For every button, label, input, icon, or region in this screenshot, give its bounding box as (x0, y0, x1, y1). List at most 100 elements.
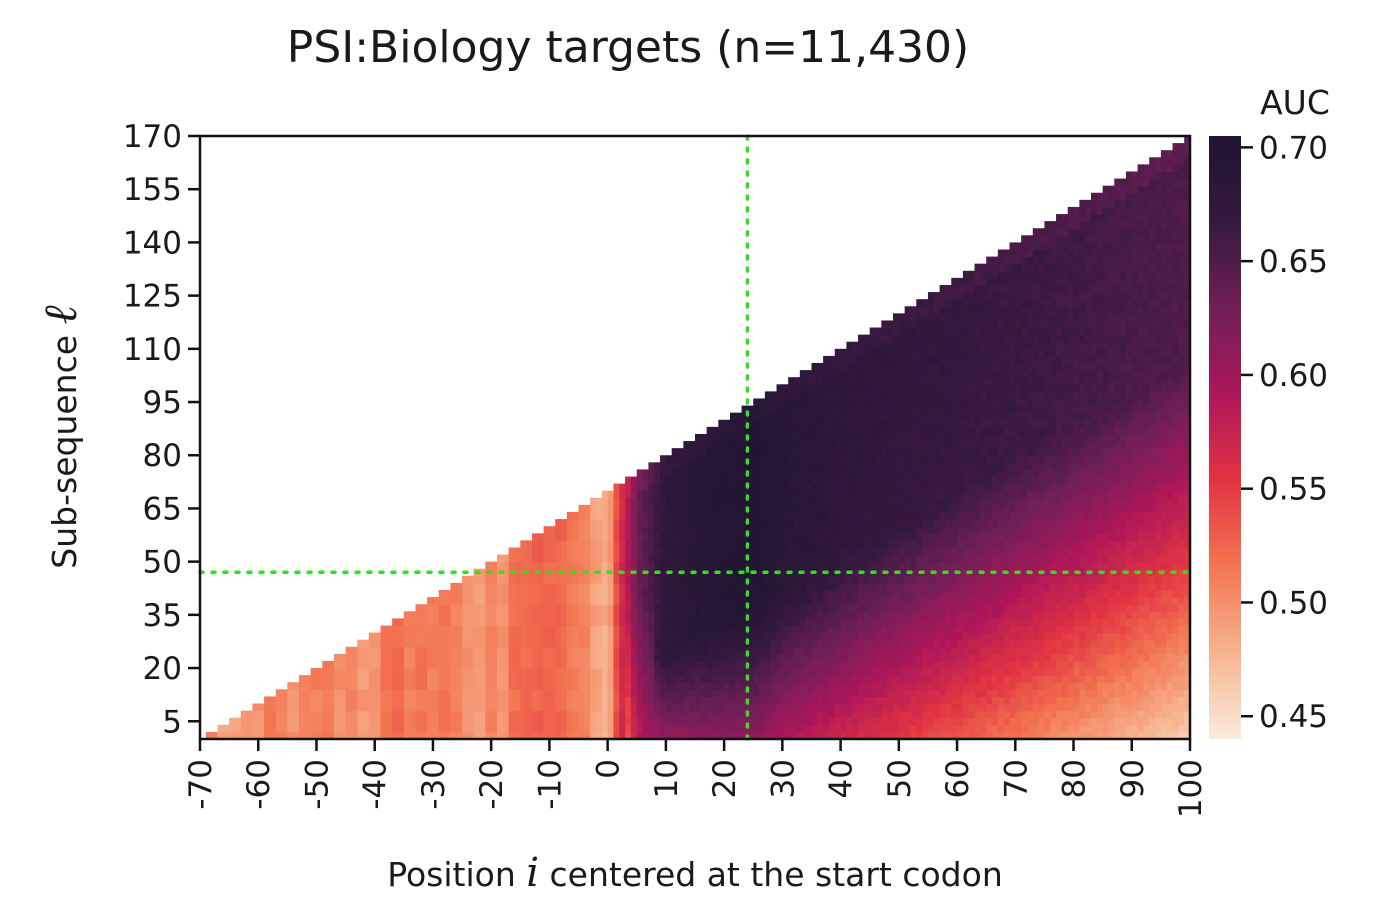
heatmap-cell (828, 504, 836, 513)
heatmap-cell (788, 689, 795, 698)
heatmap-cell (526, 731, 533, 740)
heatmap-cell (741, 426, 749, 435)
heatmap-cell (526, 575, 533, 584)
heatmap-cell (683, 590, 690, 598)
heatmap-cell (817, 490, 824, 499)
heatmap-cell (828, 668, 836, 676)
heatmap-cell (450, 582, 457, 591)
heatmap-cell (596, 717, 603, 726)
heatmap-cell (345, 731, 353, 740)
heatmap-cell (671, 483, 679, 492)
heatmap-cell (922, 462, 929, 471)
heatmap-cell (997, 497, 1005, 506)
heatmap-cell (584, 703, 591, 712)
heatmap-cell (834, 433, 842, 442)
heatmap-cell (741, 462, 749, 471)
heatmap-cell (782, 731, 789, 740)
heatmap-cell (596, 703, 603, 712)
heatmap-cell (619, 611, 626, 619)
heatmap-cell (933, 582, 941, 591)
heatmap-cell (671, 717, 679, 726)
heatmap-cell (910, 611, 917, 619)
heatmap-cell (939, 668, 947, 676)
heatmap-cell (566, 540, 574, 549)
heatmap-cell (916, 334, 923, 343)
heatmap-cell (665, 547, 673, 556)
heatmap-cell (782, 611, 789, 619)
heatmap-cell (980, 597, 987, 605)
heatmap-cell (910, 533, 917, 541)
heatmap-cell (636, 660, 644, 669)
heatmap-cell (695, 724, 702, 733)
heatmap-cell (904, 646, 912, 655)
heatmap-cell (898, 561, 906, 570)
heatmap-cell (910, 568, 917, 577)
heatmap-cell (817, 469, 824, 478)
heatmap-cell (776, 426, 783, 435)
heatmap-cell (549, 632, 556, 641)
heatmap-cell (316, 675, 323, 683)
heatmap-cell (898, 604, 906, 612)
heatmap-cell (578, 632, 585, 641)
heatmap-cell (700, 639, 708, 648)
heatmap-cell (858, 604, 865, 612)
heatmap-cell (881, 448, 888, 456)
heatmap-cell (514, 625, 521, 634)
heatmap-cell (933, 497, 941, 506)
heatmap-cell (898, 455, 906, 463)
heatmap-cell (875, 575, 882, 584)
heatmap-cell (695, 568, 702, 577)
heatmap-cell (927, 504, 935, 513)
heatmap-cell (572, 533, 580, 541)
heatmap-cell (741, 689, 749, 698)
heatmap-cell (898, 547, 906, 556)
heatmap-cell (304, 710, 312, 719)
heatmap-cell (992, 710, 999, 719)
heatmap-cell (543, 554, 551, 563)
heatmap-cell (607, 689, 615, 698)
heatmap-cell (660, 731, 667, 740)
heatmap-cell (735, 433, 743, 442)
heatmap-cell (764, 561, 772, 570)
heatmap-cell (613, 582, 620, 591)
heatmap-cell (933, 448, 941, 456)
heatmap-cell (531, 582, 539, 591)
heatmap-cell (951, 490, 958, 499)
heatmap-cell (1009, 483, 1016, 492)
heatmap-cell (904, 363, 912, 371)
heatmap-cell (817, 363, 824, 371)
heatmap-cell (648, 604, 655, 612)
heatmap-cell (922, 313, 929, 322)
heatmap-cell (700, 646, 708, 655)
heatmap-cell (782, 625, 789, 634)
heatmap-cell (986, 696, 993, 705)
heatmap-cell (386, 731, 393, 740)
heatmap-cell (660, 632, 667, 641)
heatmap-cell (904, 355, 912, 364)
heatmap-cell (922, 412, 929, 421)
heatmap-cell (945, 703, 952, 712)
heatmap-cell (421, 625, 428, 634)
heatmap-cell (671, 540, 679, 549)
heatmap-cell (398, 717, 405, 726)
heatmap-cell (642, 526, 650, 534)
heatmap-cell (596, 511, 603, 520)
heatmap-cell (642, 490, 650, 499)
heatmap-cell (741, 547, 749, 556)
heatmap-cell (753, 554, 760, 563)
heatmap-cell (572, 639, 580, 648)
heatmap-cell (473, 731, 481, 740)
heatmap-cell (689, 561, 696, 570)
heatmap-cell (555, 604, 562, 612)
heatmap-cell (997, 724, 1005, 733)
heatmap-cell (951, 284, 958, 293)
heatmap-cell (875, 625, 882, 634)
heatmap-cell (881, 476, 888, 485)
heatmap-cell (974, 497, 981, 506)
heatmap-cell (951, 660, 958, 669)
heatmap-cell (473, 675, 481, 683)
heatmap-cell (683, 540, 690, 549)
heatmap-cell (689, 653, 696, 662)
heatmap-cell (764, 405, 772, 414)
heatmap-cell (881, 327, 888, 336)
